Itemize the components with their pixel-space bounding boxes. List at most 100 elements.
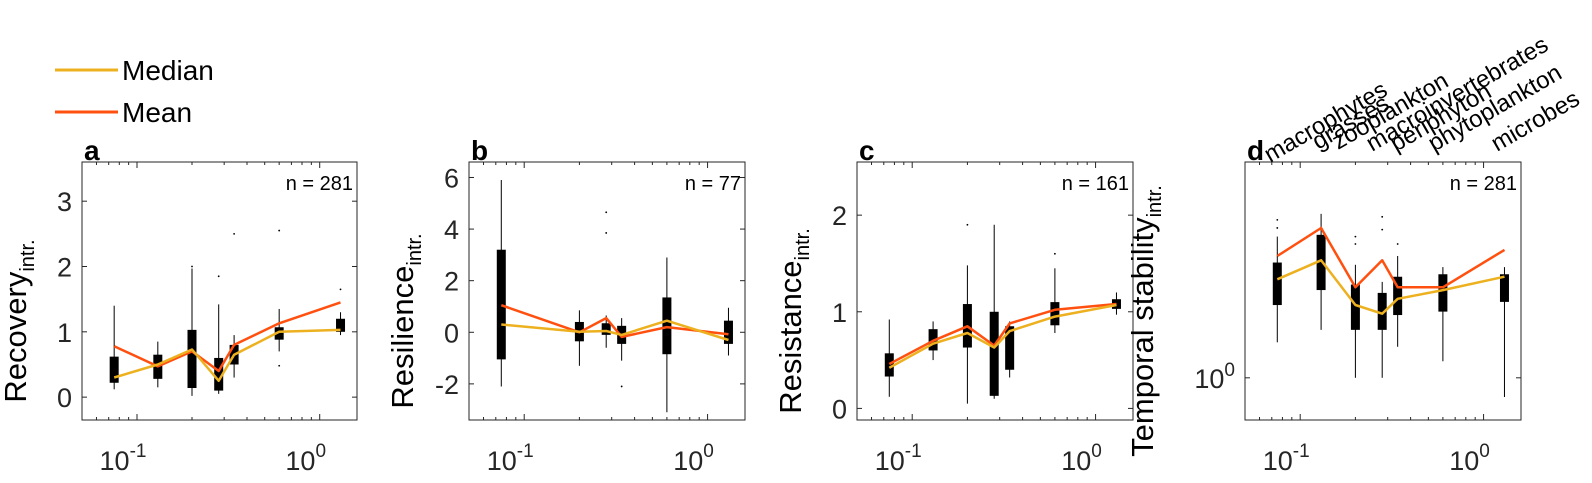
x-tick-exponent: 0 bbox=[703, 441, 714, 462]
sample-size-label: n = 77 bbox=[685, 173, 741, 195]
y-tick-label: 2 bbox=[832, 201, 847, 231]
outlier-point bbox=[278, 364, 281, 367]
y-axis-label-main: Recovery bbox=[0, 271, 33, 402]
box bbox=[274, 327, 284, 340]
y-tick-label: 0 bbox=[832, 394, 847, 424]
outlier-point bbox=[1381, 215, 1384, 218]
y-tick-label: -2 bbox=[435, 370, 459, 400]
outlier-point bbox=[966, 223, 969, 226]
box bbox=[1272, 262, 1282, 306]
outlier-point bbox=[1354, 235, 1357, 238]
x-tick-label: 100 bbox=[285, 441, 326, 476]
sample-size-label: n = 161 bbox=[1062, 173, 1129, 195]
box bbox=[601, 323, 611, 335]
y-tick-label: 100 bbox=[1194, 360, 1235, 394]
sample-size-label: n = 281 bbox=[1450, 173, 1517, 195]
panel-label: c bbox=[859, 135, 875, 166]
x-tick-label: 10-1 bbox=[100, 441, 147, 476]
x-tick-exponent: 0 bbox=[1479, 441, 1490, 462]
outlier-point bbox=[605, 211, 608, 214]
axes-box bbox=[468, 161, 746, 421]
y-tick-label: 2 bbox=[57, 253, 72, 283]
y-tick-label: 0 bbox=[57, 383, 72, 413]
legend: Median Mean bbox=[55, 55, 214, 128]
x-tick-label: 10-1 bbox=[1263, 441, 1310, 476]
box bbox=[1350, 284, 1360, 330]
box bbox=[1050, 302, 1060, 326]
y-axis-label-subscript: intr. bbox=[404, 233, 426, 265]
y-axis-label: Recoveryintr. bbox=[0, 239, 39, 402]
box bbox=[884, 353, 894, 377]
y-tick-label: 1 bbox=[57, 318, 72, 348]
box bbox=[662, 297, 672, 355]
mean-line bbox=[888, 302, 1117, 366]
outlier-point bbox=[233, 232, 236, 235]
axes-box bbox=[1244, 161, 1522, 421]
x-tick-label: 100 bbox=[1449, 441, 1490, 476]
box bbox=[1377, 292, 1387, 330]
x-tick-exponent: 0 bbox=[315, 441, 326, 462]
outlier-point bbox=[605, 232, 608, 234]
y-tick-label: 4 bbox=[444, 215, 459, 245]
y-axis-label-subscript: intr. bbox=[17, 239, 39, 271]
outlier-point bbox=[1354, 243, 1357, 245]
y-axis-label-subscript: intr. bbox=[792, 228, 814, 260]
x-tick-label: 10-1 bbox=[487, 441, 534, 476]
x-tick-exponent: -1 bbox=[905, 441, 922, 462]
box bbox=[187, 329, 197, 388]
outlier-point bbox=[217, 275, 220, 278]
y-axis-label: Temporal stabilityintr. bbox=[1125, 185, 1166, 457]
box bbox=[989, 311, 999, 396]
box bbox=[1438, 274, 1448, 312]
median-line bbox=[113, 328, 341, 383]
y-axis-label-main: Resistance bbox=[773, 260, 808, 413]
outlier-point bbox=[191, 265, 193, 268]
panel-b: -2 0 2 4 6 10-1 100 Resilienceintr. b n = 77 bbox=[385, 135, 746, 476]
box bbox=[723, 320, 733, 344]
panel-a: 0 1 2 3 10-1 100 Recoveryintr. a n = 281 bbox=[0, 135, 358, 476]
panel-label: a bbox=[84, 135, 100, 166]
y-tick-label: 0 bbox=[444, 318, 459, 348]
sample-size-label: n = 281 bbox=[286, 173, 353, 195]
x-tick-exponent: 0 bbox=[1091, 441, 1102, 462]
median-line bbox=[1276, 259, 1505, 315]
box bbox=[214, 357, 224, 391]
y-tick-label: 6 bbox=[444, 163, 459, 193]
mean-line bbox=[1276, 226, 1506, 289]
outlier-point bbox=[339, 288, 342, 291]
box bbox=[1393, 276, 1403, 316]
x-tick-exponent: -1 bbox=[517, 441, 534, 462]
box bbox=[1005, 326, 1015, 370]
y-axis-label: Resilienceintr. bbox=[385, 233, 426, 408]
median-line bbox=[501, 319, 729, 342]
y-tick-label: 2 bbox=[444, 267, 459, 297]
y-axis-label-main: Resilience bbox=[385, 266, 420, 409]
axes-box bbox=[856, 161, 1134, 421]
y-tick-label: 3 bbox=[57, 187, 72, 217]
box bbox=[1499, 274, 1509, 302]
panel-label: b bbox=[471, 135, 488, 166]
legend-median-label: Median bbox=[122, 55, 214, 86]
median-line bbox=[888, 303, 1117, 369]
category-labels: macrophytes grasses zooplankton macroinv… bbox=[1260, 31, 1585, 168]
outlier-point bbox=[620, 385, 623, 388]
x-tick-exponent: -1 bbox=[1293, 441, 1310, 462]
y-tick-label: 1 bbox=[832, 298, 847, 328]
outlier-point bbox=[1053, 252, 1056, 255]
axes-box bbox=[81, 161, 358, 421]
mean-line bbox=[113, 301, 341, 373]
box bbox=[496, 249, 506, 360]
outlier-point bbox=[1381, 228, 1384, 231]
outlier-point bbox=[278, 229, 281, 232]
x-tick-exponent: -1 bbox=[130, 441, 147, 462]
mean-line bbox=[500, 304, 729, 339]
outlier-point bbox=[1396, 243, 1399, 245]
box bbox=[336, 318, 346, 332]
y-axis-label: Resistanceintr. bbox=[773, 228, 814, 414]
y-axis-label-main: Temporal stability bbox=[1125, 217, 1160, 457]
y-axis-label-subscript: intr. bbox=[1144, 185, 1166, 217]
panel-d: 100 10-1 100 Temporal stabilityintr. d n = 28… bbox=[1125, 135, 1522, 476]
outlier-point bbox=[1276, 227, 1279, 229]
